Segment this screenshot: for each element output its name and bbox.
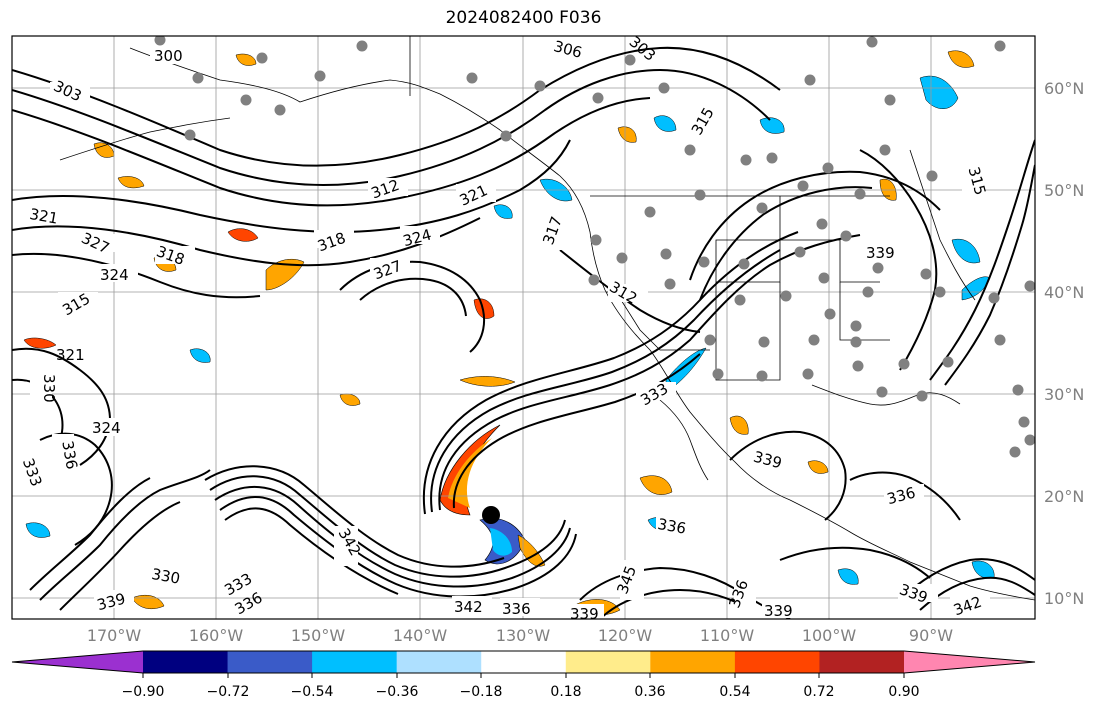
colorbar-tick-label: −0.54: [291, 684, 334, 700]
lat-label: 30°N: [1044, 385, 1084, 404]
contour-label: 330: [150, 565, 181, 588]
contour-label: 300: [154, 47, 183, 65]
map-title: 2024082400 F036: [445, 8, 602, 28]
station-dots: [154, 36, 1035, 458]
colorbar-extend-min: [12, 651, 143, 673]
colorbar-tick-label: −0.72: [207, 684, 250, 700]
contour-layer: [12, 46, 1035, 619]
lat-label: 10°N: [1044, 589, 1084, 608]
lon-label: 150°W: [291, 626, 346, 645]
colorbar-tick-label: 0.54: [719, 684, 750, 700]
lat-label: 60°N: [1044, 79, 1084, 98]
colorbar-segment: [734, 651, 820, 673]
lon-label: 110°W: [700, 626, 755, 645]
colorbar-segment: [819, 651, 905, 673]
longitude-axis: 170°W 160°W 150°W 140°W 130°W 120°W 110°…: [87, 626, 953, 645]
storm-center-marker: [482, 506, 500, 524]
colorbar-ticks: [142, 673, 905, 678]
colorbar-tick-label: 0.36: [634, 684, 665, 700]
colorbar-tick-label: 0.90: [888, 684, 919, 700]
contour-label: 324: [100, 266, 129, 284]
colorbar-segment: [312, 651, 398, 673]
colorbar-tick-label: −0.18: [460, 684, 503, 700]
colorbar-segment: [227, 651, 313, 673]
lat-label: 40°N: [1044, 283, 1084, 302]
lon-label: 140°W: [393, 626, 448, 645]
colorbar-segments: [11, 650, 1036, 674]
colorbar-tick-labels: −0.90 −0.72 −0.54 −0.36 −0.18 0.18 0.36 …: [122, 684, 920, 700]
lat-label: 50°N: [1044, 181, 1084, 200]
lon-label: 170°W: [87, 626, 142, 645]
contour-label: 321: [28, 205, 59, 228]
colorbar-tick-label: −0.36: [376, 684, 419, 700]
contour-label: 339: [866, 244, 895, 262]
contour-label: 336: [502, 600, 531, 618]
latitude-axis: 60°N 50°N 40°N 30°N 20°N 10°N: [1044, 79, 1084, 608]
lon-label: 120°W: [598, 626, 653, 645]
contour-label: 339: [764, 602, 793, 620]
contour-label: 336: [58, 439, 81, 470]
colorbar-segment: [396, 651, 482, 673]
colorbar-segment: [143, 651, 229, 673]
colorbar-extend-max: [904, 651, 1035, 673]
contour-label: 324: [92, 419, 121, 437]
contour-label: 336: [656, 515, 687, 538]
contour-label: 330: [40, 374, 58, 403]
colorbar-tick-label: 0.72: [803, 684, 834, 700]
contour-label: 321: [56, 346, 85, 364]
colorbar-segment: [565, 651, 651, 673]
shaded-field-layer: [23, 50, 995, 616]
colorbar-segment: [650, 651, 736, 673]
lon-label: 160°W: [189, 626, 244, 645]
colorbar-tick-label: 0.18: [550, 684, 581, 700]
colorbar-tick-label: −0.90: [122, 684, 165, 700]
lat-label: 20°N: [1044, 487, 1084, 506]
lon-label: 100°W: [802, 626, 857, 645]
lon-label: 90°W: [909, 626, 953, 645]
map-frame: [11, 35, 1036, 620]
contour-label: 342: [454, 598, 483, 616]
lon-label: 130°W: [496, 626, 551, 645]
colorbar-segment: [481, 651, 567, 673]
graticule: [12, 36, 1035, 619]
